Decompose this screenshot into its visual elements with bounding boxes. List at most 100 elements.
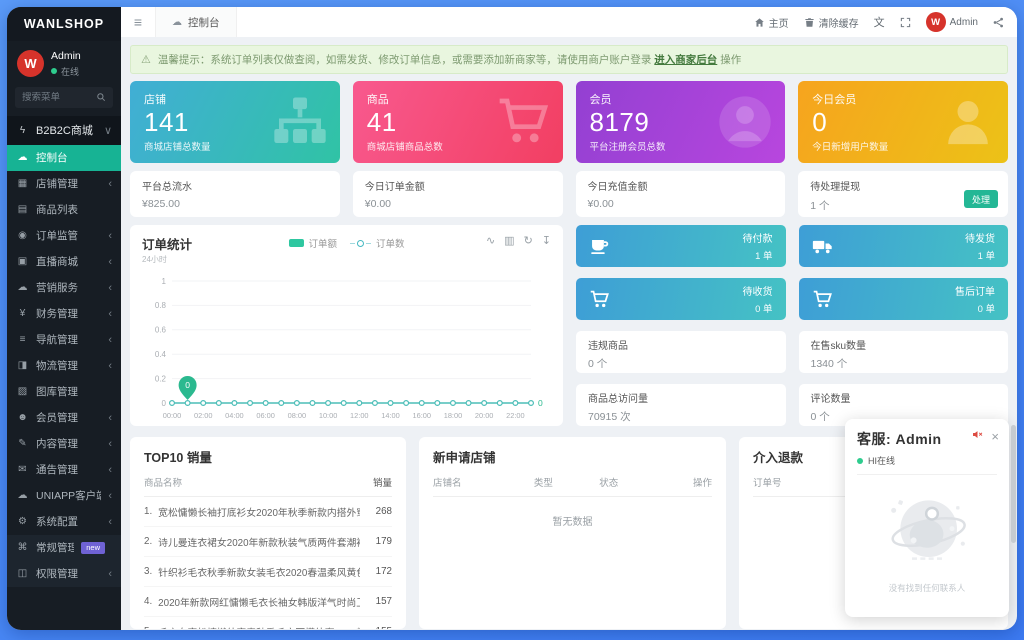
top10-row[interactable]: 1. 宽松慵懒长袖打底衫女2020年秋季新款内搭外穿v领上衣针织毛衣 268 [144,497,392,527]
svg-text:02:00: 02:00 [194,411,213,420]
online-dot-icon [857,457,863,464]
menu-label: 营销服务 [36,282,78,295]
sales-count: 157 [375,596,392,607]
home-button[interactable]: 主页 [754,15,789,30]
svg-text:0.8: 0.8 [155,301,167,310]
chevron-icon: ‹ [108,359,112,372]
product-name: 诗儿曼连衣裙女2020年新款秋装气质两件套潮裙子 [158,537,360,549]
top10-row[interactable]: 4. 2020年新款网红慵懒毛衣长袖女韩版洋气时尚卫衣夏季薄款打底上衣 157 [144,587,392,617]
sidebar-item[interactable]: ✎ 内容管理 ‹ [7,431,121,457]
sidebar-item[interactable]: ✉ 通告管理 ‹ [7,457,121,483]
stat-card[interactable]: 店铺 141 商城店铺总数量 [130,81,340,163]
chevron-icon: ‹ [108,177,112,190]
clear-cache-button[interactable]: 清除缓存 [804,15,859,30]
metric-value: ¥825.00 [142,198,180,210]
order-status-card[interactable]: 待收货 0 单 [576,278,786,320]
sidebar-item[interactable]: ☻ 会员管理 ‹ [7,405,121,431]
search-input[interactable] [22,91,96,103]
svg-text:14:00: 14:00 [381,411,400,420]
top10-row[interactable]: 2. 诗儿曼连衣裙女2020年新款秋装气质两件套潮裙子 179 [144,527,392,557]
scrollbar-thumb[interactable] [1011,425,1016,543]
rank-label: 1. [144,506,153,517]
new-shops-title: 新申请店铺 [433,451,496,465]
sidebar-item[interactable]: ▣ 直播商城 ‹ [7,249,121,275]
main-area: ≡ ☁ 控制台 主页 清除缓存 文 [121,7,1017,630]
legend-order-count[interactable]: 订单数 [350,236,405,250]
menu-icon: ◫ [17,568,28,580]
line-chart-icon[interactable]: ∿ [485,235,496,247]
refresh-icon[interactable]: ↻ [523,235,533,247]
language-button[interactable]: 文 [874,14,885,30]
menu-icon: ▣ [17,256,28,268]
metric-card-row: 平台总流水 ¥825.00 今日订单金额 ¥0.00 今日充值金额 ¥0.00 … [130,171,1008,217]
top10-row[interactable]: 3. 针织衫毛衣秋季新款女装毛衣2020春温柔风黄色长袖短款上衣开衫外套 172 [144,557,392,587]
sidebar-item[interactable]: ⌘ 常规管理 new [7,534,121,561]
sidebar-item[interactable]: ☁ UNIAPP客户端 ‹ [7,483,121,509]
language-icon: 文 [873,17,885,29]
merchant-backend-link[interactable]: 进入商家后台 [654,54,718,66]
sidebar-item[interactable]: ◫ 权限管理 ‹ [7,560,121,587]
chart-subtitle: 24小时 [142,255,167,264]
mini-stat-title: 评论数量 [810,394,851,405]
top10-row[interactable]: 5. 毛衣女宽松慵懒外穿春秋季毛衣百搭外套2020新款日系学生蓝色针织开衫 15… [144,617,392,629]
mute-icon[interactable] [972,427,983,445]
fullscreen-button[interactable] [900,17,911,28]
menu-label: 店铺管理 [36,178,78,191]
sidebar-item[interactable]: ≡ 导航管理 ‹ [7,327,121,353]
metric-value: ¥0.00 [364,198,392,210]
top10-header: 商品名称 销量 [144,475,392,497]
sidebar-user[interactable]: W Admin 在线 [7,41,121,85]
menu-icon: ϟ [19,124,26,136]
legend-order-amount[interactable]: 订单额 [288,236,337,250]
sales-count: 155 [366,626,392,629]
svg-text:06:00: 06:00 [256,411,275,420]
metric-title: 待处理提现 [810,182,861,193]
menu-label: 导航管理 [36,334,78,347]
sidebar-item[interactable]: ¥ 财务管理 ‹ [7,301,121,327]
order-status-card[interactable]: 售后订单 0 单 [798,278,1008,320]
sidebar-item[interactable]: ▦ 店铺管理 ‹ [7,171,121,197]
menu-icon: ☁ [17,282,28,294]
sidebar-item[interactable]: ◉ 订单监管 ‹ [7,223,121,249]
sidebar-item[interactable]: ⚙ 系统配置 ‹ [7,509,121,535]
stat-subtitle: 商城店铺总数量 [144,141,211,153]
settings-button[interactable] [993,17,1004,28]
stat-value: 141 [144,107,189,137]
user-menu[interactable]: W Admin [925,12,978,32]
order-status-card[interactable]: 待付款 1 单 [576,225,786,267]
close-icon[interactable]: × [991,428,999,444]
menu-label: 内容管理 [36,438,78,451]
sidebar-item[interactable]: ▨ 图库管理 [7,379,121,405]
cloud-icon: ☁ [172,16,182,28]
order-status-count: 1 单 [755,251,773,262]
bar-chart-icon[interactable]: ▥ [504,235,515,247]
menu-toggle-icon[interactable]: ≡ [133,14,143,30]
order-status-label: 待付款 [742,234,773,245]
stat-card[interactable]: 会员 8179 平台注册会员总数 [575,81,786,163]
download-icon[interactable]: ↧ [541,235,551,247]
metric-title: 今日订单金额 [364,182,425,193]
stat-title: 会员 [589,94,612,106]
warning-icon: ⚠ [141,54,151,66]
sidebar-item[interactable]: ϟ B2B2C商城 ∨ [7,115,121,145]
tab-dashboard[interactable]: ☁ 控制台 [155,7,237,37]
stat-card[interactable]: 今日会员 0 今日新增用户数量 [798,81,1008,163]
svg-text:12:00: 12:00 [350,411,369,420]
rank-label: 5. [144,626,152,629]
order-chart-svg: 0 0.2 0.4 0.6 0.8 1 00:00 02:00 04:00 06:00 08:00 1… [155,277,543,420]
mini-stat-title: 商品总访问量 [588,394,648,405]
order-status-card[interactable]: 待发货 1 单 [798,225,1008,267]
refunds-title: 介入退款 [753,451,804,465]
stat-subtitle: 今日新增用户数量 [812,141,889,153]
sidebar-item[interactable]: ☁ 营销服务 ‹ [7,275,121,301]
sidebar-item[interactable]: ☁ 控制台 [7,144,121,171]
stat-card[interactable]: 商品 41 商城店铺商品总数 [352,81,563,163]
clear-cache-label: 清除缓存 [818,18,859,30]
share-nodes-icon [993,17,1003,27]
app-logo: WANLSHOP [7,7,121,41]
sidebar-item[interactable]: ◨ 物流管理 ‹ [7,353,121,379]
user-status-label: 在线 [61,66,80,77]
sidebar-item[interactable]: ▤ 商品列表 [7,197,121,223]
process-button[interactable]: 处理 [963,190,998,208]
stat-icon [940,94,996,150]
